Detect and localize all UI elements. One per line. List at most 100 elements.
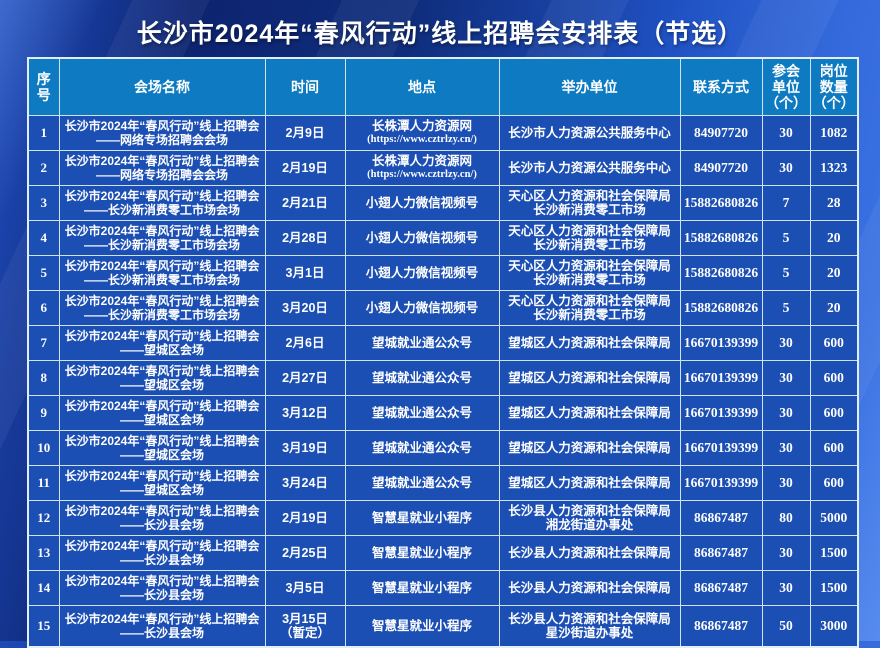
cell-text-line: 2月19日 bbox=[282, 511, 328, 525]
cell-organizer: 长沙县人力资源和社会保障局 湘龙街道办事处 bbox=[498, 500, 681, 536]
cell-location: 长株潭人力资源网 (https://www.cztrlzy.cn/) bbox=[344, 150, 500, 186]
cell-contact-number: 15882680826 bbox=[679, 185, 763, 221]
cell-text-line: 小翅人力微信视频号 bbox=[365, 266, 479, 280]
cell-text-line: (https://www.cztrlzy.cn/) bbox=[367, 169, 477, 180]
cell-text-line: 举办单位 bbox=[561, 79, 618, 95]
cell-text-line: ——长沙县会场 bbox=[119, 553, 204, 567]
cell-participant-count: 30 bbox=[761, 395, 811, 431]
cell-text-line: 数量 bbox=[819, 79, 848, 95]
cell-text-line: 长沙市2024年“春风行动”线上招聘会 bbox=[64, 504, 260, 518]
table-row: 5 长沙市2024年“春风行动”线上招聘会 ——长沙新消费零工市场会场 3月1日 … bbox=[27, 255, 859, 291]
cell-position-count: 600 bbox=[809, 465, 859, 501]
cell-time: 2月21日 bbox=[264, 185, 346, 221]
cell-venue-name: 长沙市2024年“春风行动”线上招聘会 ——望城区会场 bbox=[58, 395, 266, 431]
cell-sequence-number: 4 bbox=[27, 220, 60, 256]
cell-text-line: 时间 bbox=[291, 79, 319, 95]
table-row: 14 长沙市2024年“春风行动”线上招聘会 ——长沙县会场 3月5日 智慧星就业… bbox=[27, 570, 859, 606]
cell-position-count: 20 bbox=[809, 255, 859, 291]
cell-position-count: 600 bbox=[809, 430, 859, 466]
table-row: 12 长沙市2024年“春风行动”线上招聘会 ——长沙县会场 2月19日 智慧星就… bbox=[27, 500, 859, 536]
cell-text-line: 智慧星就业小程序 bbox=[371, 546, 472, 560]
table-row: 10 长沙市2024年“春风行动”线上招聘会 ——望城区会场 3月19日 望城就业… bbox=[27, 430, 859, 466]
cell-location: 望城就业通公众号 bbox=[344, 360, 500, 396]
cell-text-line: 长沙市2024年“春风行动”线上招聘会 bbox=[64, 154, 260, 168]
cell-text-line: ——长沙新消费零工市场会场 bbox=[83, 273, 240, 287]
cell-text-line: 长沙市2024年“春风行动”线上招聘会 bbox=[64, 612, 260, 626]
cell-time: 3月20日 bbox=[264, 290, 346, 326]
cell-contact-number: 15882680826 bbox=[679, 220, 763, 256]
cell-text-line: 小翅人力微信视频号 bbox=[365, 196, 479, 210]
cell-contact-number: 86867487 bbox=[679, 570, 763, 606]
cell-venue-name: 长沙市2024年“春风行动”线上招聘会 ——望城区会场 bbox=[58, 360, 266, 396]
cell-text-line: 长沙市2024年“春风行动”线上招聘会 bbox=[64, 399, 260, 413]
schedule-table: 序号会场名称 时间 地点 举办单位 联系方式 参会 单位 （个） 岗位 数量 （个） 1 长沙市20… bbox=[27, 57, 859, 648]
cell-participant-count: 30 bbox=[761, 360, 811, 396]
cell-location: 智慧星就业小程序 bbox=[344, 500, 500, 536]
table-row: 11 长沙市2024年“春风行动”线上招聘会 ——望城区会场 3月24日 望城就业… bbox=[27, 465, 859, 501]
cell-text-line: 2月21日 bbox=[282, 196, 328, 210]
cell-organizer: 长沙县人力资源和社会保障局 bbox=[498, 570, 681, 606]
cell-time: 2月28日 bbox=[264, 220, 346, 256]
cell-text-line: 小翅人力微信视频号 bbox=[365, 231, 479, 245]
cell-text-line: 长沙新消费零工市场 bbox=[533, 273, 646, 287]
cell-text-line: 3月19日 bbox=[282, 441, 328, 455]
column-header-org: 举办单位 bbox=[498, 57, 681, 116]
cell-text-line: ——望城区会场 bbox=[119, 483, 204, 497]
table-row: 7 长沙市2024年“春风行动”线上招聘会 ——望城区会场 2月6日 望城就业通公… bbox=[27, 325, 859, 361]
cell-text-line: 2月27日 bbox=[282, 371, 328, 385]
cell-position-count: 600 bbox=[809, 360, 859, 396]
column-header-time: 时间 bbox=[264, 57, 346, 116]
cell-text-line: 序 bbox=[36, 71, 51, 87]
table-row: 15 长沙市2024年“春风行动”线上招聘会 ——长沙县会场 3月15日 （暂定） … bbox=[27, 605, 859, 648]
column-header-contact: 联系方式 bbox=[679, 57, 763, 116]
cell-text-line: 2月25日 bbox=[282, 546, 328, 560]
cell-text-line: 长沙市2024年“春风行动”线上招聘会 bbox=[64, 189, 260, 203]
cell-time: 3月1日 bbox=[264, 255, 346, 291]
cell-contact-number: 16670139399 bbox=[679, 395, 763, 431]
cell-contact-number: 84907720 bbox=[679, 150, 763, 186]
cell-location: 小翅人力微信视频号 bbox=[344, 290, 500, 326]
cell-text-line: （个） bbox=[765, 95, 807, 111]
cell-location: 小翅人力微信视频号 bbox=[344, 185, 500, 221]
cell-participant-count: 50 bbox=[761, 605, 811, 648]
cell-contact-number: 86867487 bbox=[679, 500, 763, 536]
cell-participant-count: 7 bbox=[761, 185, 811, 221]
cell-sequence-number: 2 bbox=[27, 150, 60, 186]
cell-organizer: 望城区人力资源和社会保障局 bbox=[498, 325, 681, 361]
cell-text-line: 望城就业通公众号 bbox=[371, 371, 472, 385]
cell-text-line: 长沙市2024年“春风行动”线上招聘会 bbox=[64, 224, 260, 238]
cell-text-line: 望城就业通公众号 bbox=[371, 336, 472, 350]
cell-text-line: 天心区人力资源和社会保障局 bbox=[508, 294, 671, 308]
cell-text-line: 长沙市2024年“春风行动”线上招聘会 bbox=[64, 294, 260, 308]
cell-text-line: ——望城区会场 bbox=[119, 378, 204, 392]
cell-text-line: 长株潭人力资源网 bbox=[371, 154, 472, 168]
cell-time: 2月9日 bbox=[264, 115, 346, 151]
cell-contact-number: 15882680826 bbox=[679, 255, 763, 291]
cell-time: 3月15日 （暂定） bbox=[264, 605, 346, 648]
cell-venue-name: 长沙市2024年“春风行动”线上招聘会 ——长沙新消费零工市场会场 bbox=[58, 220, 266, 256]
cell-position-count: 5000 bbox=[809, 500, 859, 536]
cell-text-line: ——望城区会场 bbox=[119, 413, 204, 427]
column-header-positions: 岗位 数量 （个） bbox=[809, 57, 859, 116]
cell-contact-number: 86867487 bbox=[679, 535, 763, 571]
cell-text-line: 3月15日 bbox=[282, 612, 328, 626]
cell-text-line: 单位 bbox=[772, 79, 800, 95]
cell-venue-name: 长沙市2024年“春风行动”线上招聘会 ——望城区会场 bbox=[58, 430, 266, 466]
cell-participant-count: 5 bbox=[761, 220, 811, 256]
cell-text-line: 望城区人力资源和社会保障局 bbox=[508, 371, 671, 385]
cell-text-line: 长沙市2024年“春风行动”线上招聘会 bbox=[64, 259, 260, 273]
cell-text-line: 长沙新消费零工市场 bbox=[533, 203, 646, 217]
table-row: 1 长沙市2024年“春风行动”线上招聘会 ——网络专场招聘会会场 2月9日 长株… bbox=[27, 115, 859, 151]
cell-sequence-number: 10 bbox=[27, 430, 60, 466]
cell-location: 智慧星就业小程序 bbox=[344, 570, 500, 606]
cell-text-line: （暂定） bbox=[279, 626, 330, 640]
cell-contact-number: 86867487 bbox=[679, 605, 763, 648]
table-row: 2 长沙市2024年“春风行动”线上招聘会 ——网络专场招聘会会场 2月19日 长… bbox=[27, 150, 859, 186]
cell-location: 长株潭人力资源网 (https://www.cztrlzy.cn/) bbox=[344, 115, 500, 151]
cell-text-line: 长沙市2024年“春风行动”线上招聘会 bbox=[64, 119, 260, 133]
cell-organizer: 天心区人力资源和社会保障局 长沙新消费零工市场 bbox=[498, 290, 681, 326]
cell-text-line: 长株潭人力资源网 bbox=[371, 119, 472, 133]
cell-text-line: ——长沙县会场 bbox=[119, 588, 204, 602]
cell-text-line: ——网络专场招聘会会场 bbox=[95, 168, 228, 182]
